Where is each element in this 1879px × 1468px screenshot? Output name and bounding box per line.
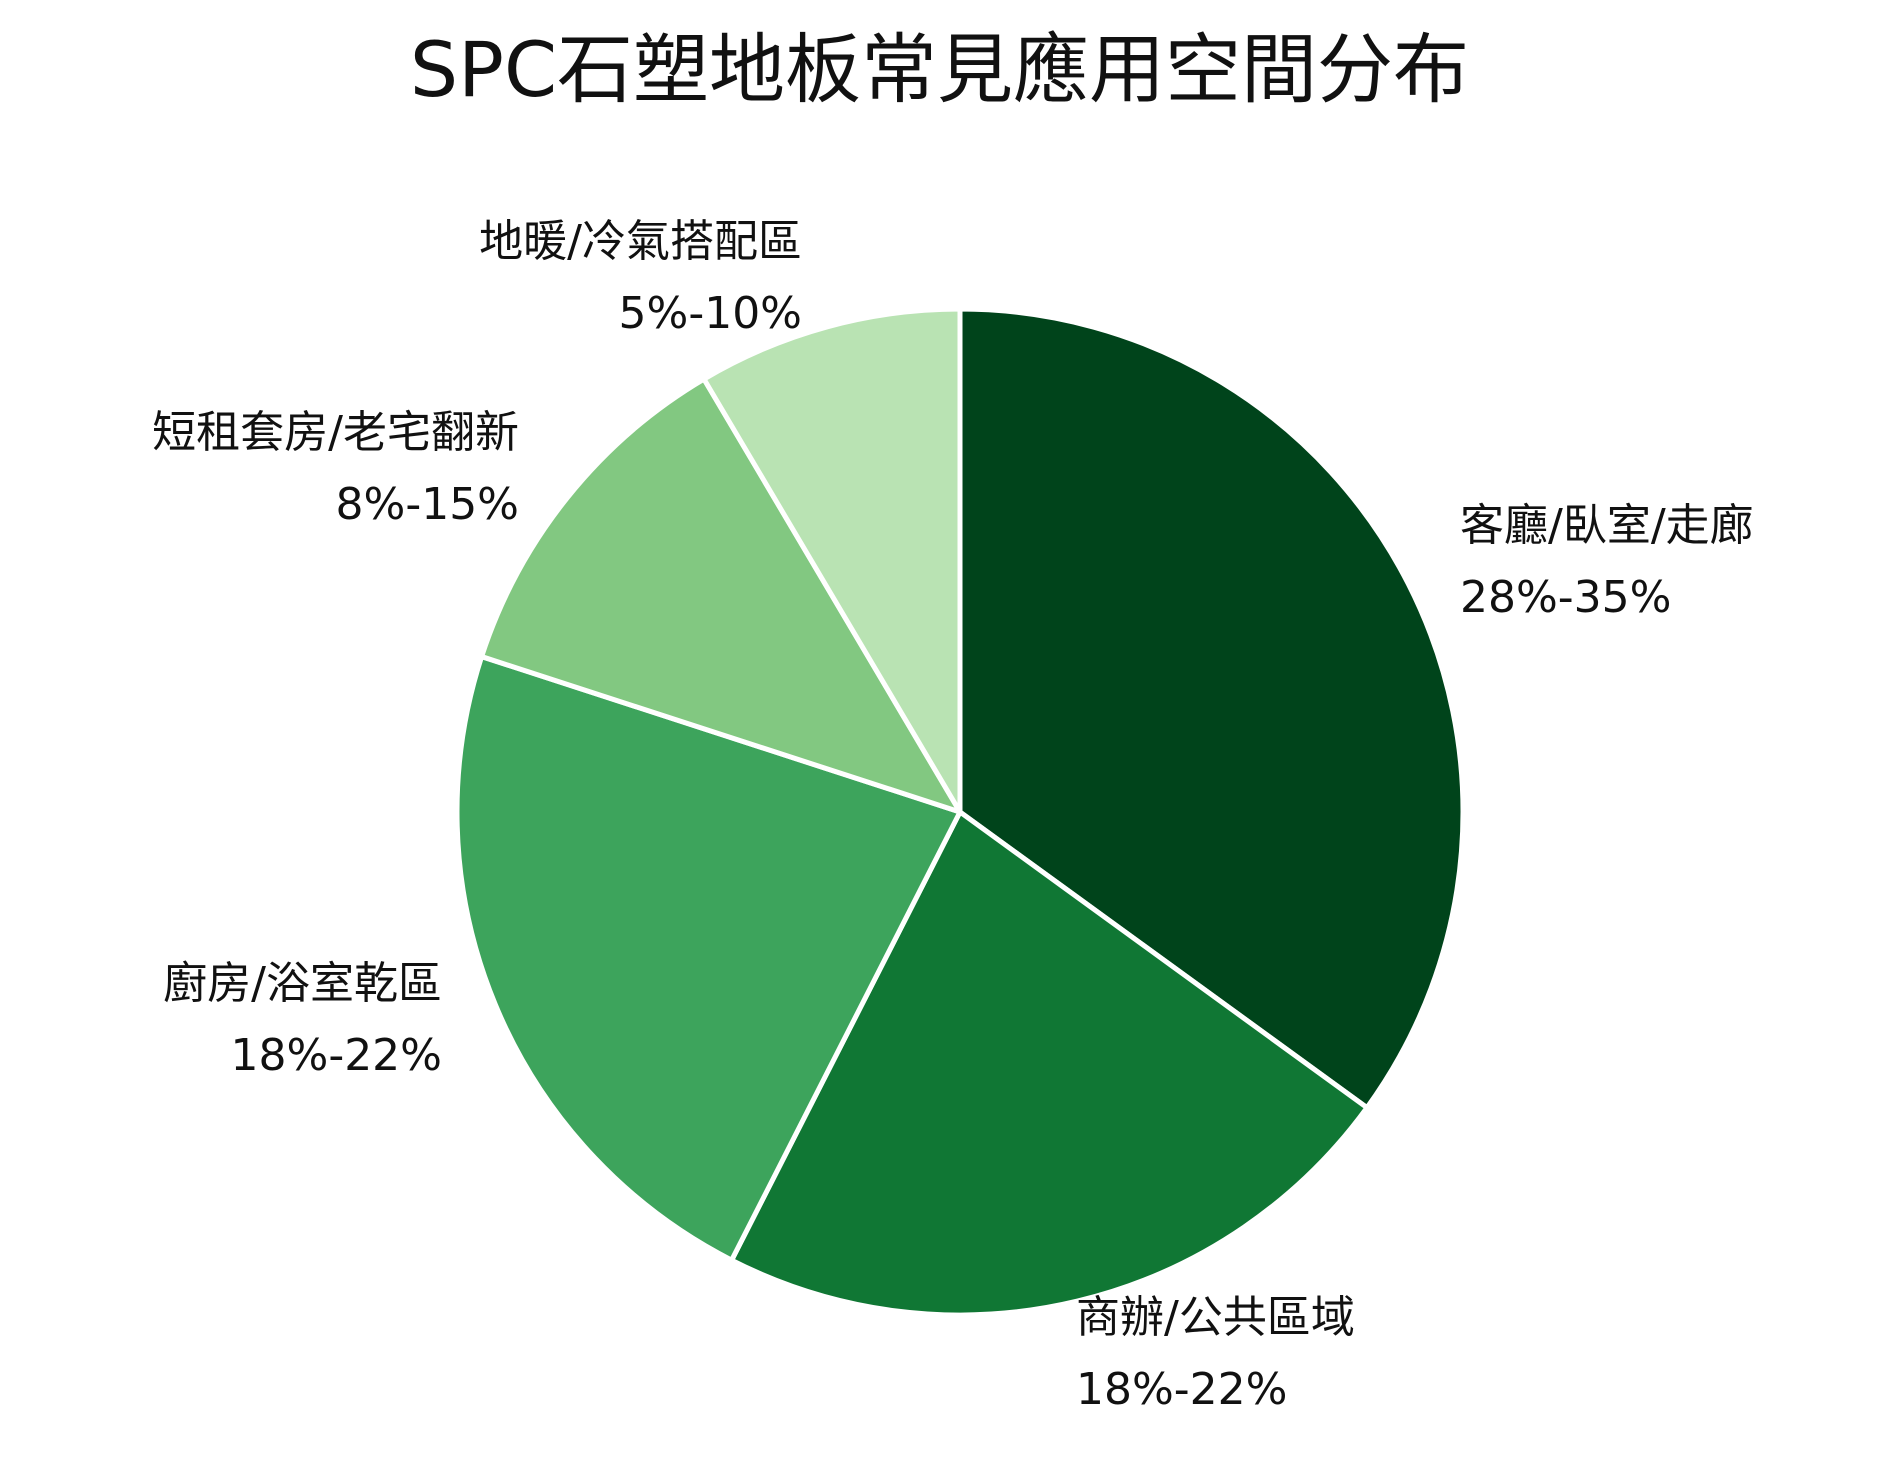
- slice-label-rental-renovation: 短租套房/老宅翻新 8%-15%: [152, 397, 519, 541]
- slice-label-name: 短租套房/老宅翻新: [152, 407, 519, 458]
- slice-label-value: 18%-22%: [1076, 1364, 1288, 1415]
- slice-label-name: 客廳/臥室/走廊: [1460, 500, 1754, 551]
- slice-label-living-bedroom-hallway: 客廳/臥室/走廊 28%-35%: [1460, 490, 1754, 634]
- slice-label-office-public: 商辦/公共區域 18%-22%: [1076, 1282, 1355, 1426]
- pie-slice-2: [454, 654, 963, 1263]
- pie-slice-4: [701, 306, 963, 815]
- pie-slice-3: [479, 376, 963, 815]
- pie-slice-1: [729, 809, 1370, 1318]
- slice-label-kitchen-bathroom: 廚房/浴室乾區 18%-22%: [163, 948, 442, 1092]
- pie-slice-0: [957, 306, 1466, 1111]
- slice-label-name: 商辦/公共區域: [1076, 1292, 1355, 1343]
- slice-label-value: 5%-10%: [618, 288, 802, 339]
- slice-label-name: 地暖/冷氣搭配區: [479, 216, 802, 267]
- slice-label-heating-cooling: 地暖/冷氣搭配區 5%-10%: [479, 206, 802, 350]
- slice-label-name: 廚房/浴室乾區: [163, 958, 442, 1009]
- slice-label-value: 18%-22%: [230, 1030, 442, 1081]
- slice-label-value: 8%-15%: [335, 479, 519, 530]
- chart-title: SPC石塑地板常見應用空間分布: [409, 25, 1470, 114]
- slice-label-value: 28%-35%: [1460, 572, 1672, 623]
